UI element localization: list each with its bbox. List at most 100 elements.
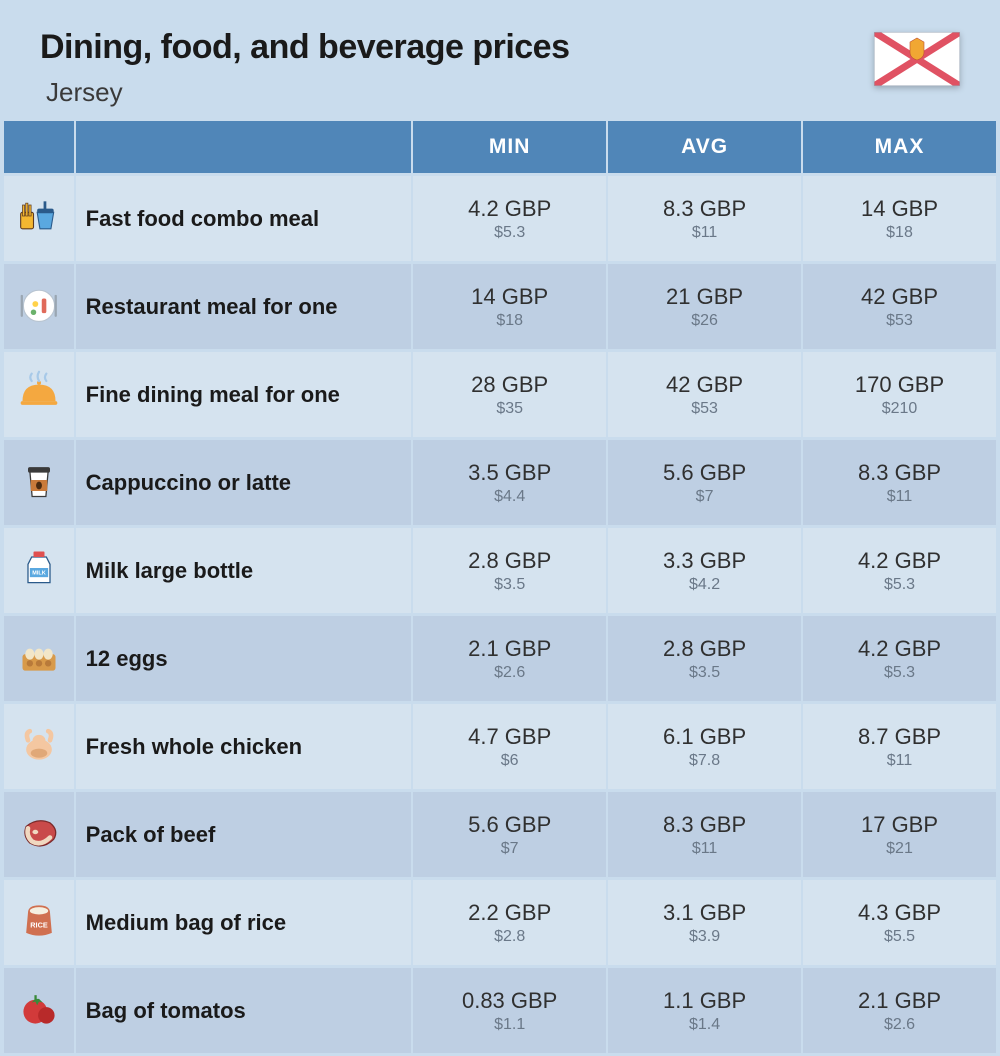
table-row: 12 eggs2.1 GBP$2.62.8 GBP$3.54.2 GBP$5.3 [4,616,996,701]
price-usd: $18 [809,224,990,242]
price-avg: 42 GBP$53 [608,352,801,437]
jersey-flag-icon [874,32,960,86]
tomato-icon [4,968,74,1053]
price-gbp: 14 GBP [419,284,600,310]
price-max: 17 GBP$21 [803,792,996,877]
price-min: 5.6 GBP $7 [413,792,606,877]
item-label: Fine dining meal for one [76,352,412,437]
col-item-head [76,121,412,173]
price-usd: $2.8 [419,928,600,946]
item-label: Fresh whole chicken [76,704,412,789]
price-usd: $3.9 [614,928,795,946]
price-avg: 21 GBP$26 [608,264,801,349]
price-min: 2.2 GBP $2.8 [413,880,606,965]
price-usd: $2.6 [809,1016,990,1034]
price-max: 8.7 GBP $11 [803,704,996,789]
price-min: 4.7 GBP $6 [413,704,606,789]
page-title: Dining, food, and beverage prices [40,28,570,67]
price-usd: $1.1 [419,1016,600,1034]
price-gbp: 42 GBP [809,284,990,310]
price-gbp: 1.1 GBP [614,988,795,1014]
price-usd: $11 [809,488,990,506]
price-usd: $11 [809,752,990,770]
table-row: Bag of tomatos0.83 GBP$1.11.1 GBP$1.42.1… [4,968,996,1053]
coffee-icon [4,440,74,525]
price-avg: 3.3 GBP $4.2 [608,528,801,613]
rice-icon: RICE [4,880,74,965]
price-usd: $3.5 [419,576,600,594]
table-row: Fresh whole chicken 4.7 GBP $6 6.1 GBP $7.8 8… [4,704,996,789]
price-min: 2.8 GBP $3.5 [413,528,606,613]
table-row: Fine dining meal for one28 GBP$3542 GBP$… [4,352,996,437]
price-gbp: 5.6 GBP [419,812,600,838]
price-gbp: 4.2 GBP [809,636,990,662]
price-gbp: 170 GBP [809,372,990,398]
price-usd: $6 [419,752,600,770]
price-usd: $7.8 [614,752,795,770]
col-max-head: MAX [803,121,996,173]
fastfood-icon [4,176,74,261]
table-row: MILK Milk large bottle2.8 GBP$3.53.3 GBP… [4,528,996,613]
price-gbp: 3.1 GBP [614,900,795,926]
table-row: Fast food combo meal4.2 GBP$5.3 8.3 GBP $1… [4,176,996,261]
price-gbp: 0.83 GBP [419,988,600,1014]
item-label: Fast food combo meal [76,176,412,261]
price-avg: 5.6 GBP$7 [608,440,801,525]
price-gbp: 14 GBP [809,196,990,222]
price-usd: $11 [614,840,795,858]
header-text: Dining, food, and beverage prices Jersey [40,28,570,108]
price-avg: 8.3 GBP$11 [608,792,801,877]
price-max: 8.3 GBP$11 [803,440,996,525]
price-avg: 6.1 GBP $7.8 [608,704,801,789]
price-gbp: 3.5 GBP [419,460,600,486]
price-usd: $210 [809,400,990,418]
price-usd: $53 [809,312,990,330]
page-subtitle: Jersey [46,77,570,108]
col-avg-head: AVG [608,121,801,173]
item-label: Restaurant meal for one [76,264,412,349]
price-min: 4.2 GBP$5.3 [413,176,606,261]
price-max: 4.3 GBP$5.5 [803,880,996,965]
price-usd: $53 [614,400,795,418]
item-label: Pack of beef [76,792,412,877]
price-usd: $18 [419,312,600,330]
prices-table: MIN AVG MAX Fast food combo meal4.2 GBP$… [0,118,1000,1056]
price-gbp: 8.7 GBP [809,724,990,750]
price-usd: $5.3 [809,576,990,594]
price-usd: $3.5 [614,664,795,682]
price-gbp: 4.2 GBP [809,548,990,574]
eggs-icon [4,616,74,701]
price-usd: $1.4 [614,1016,795,1034]
price-min: 0.83 GBP $1.1 [413,968,606,1053]
table-body: Fast food combo meal4.2 GBP$5.38.3 GBP$1… [4,176,996,1053]
price-avg: 2.8 GBP$3.5 [608,616,801,701]
price-gbp: 2.2 GBP [419,900,600,926]
price-avg: 1.1 GBP $1.4 [608,968,801,1053]
table-row: RICE Medium bag of rice2.2 GBP$2.83.1 GB… [4,880,996,965]
price-gbp: 3.3 GBP [614,548,795,574]
milk-icon: MILK [4,528,74,613]
price-gbp: 4.7 GBP [419,724,600,750]
price-max: 170 GBP $210 [803,352,996,437]
price-usd: $5.3 [419,224,600,242]
price-avg: 3.1 GBP $3.9 [608,880,801,965]
price-usd: $2.6 [419,664,600,682]
price-usd: $4.2 [614,576,795,594]
table-row: Cappuccino or latte3.5 GBP$4.45.6 GBP$78… [4,440,996,525]
price-max: 14 GBP $18 [803,176,996,261]
price-gbp: 8.3 GBP [614,196,795,222]
plate-icon [4,264,74,349]
price-max: 42 GBP $53 [803,264,996,349]
price-gbp: 5.6 GBP [614,460,795,486]
item-label: Bag of tomatos [76,968,412,1053]
price-gbp: 2.8 GBP [419,548,600,574]
table-header-row: MIN AVG MAX [4,121,996,173]
price-min: 2.1 GBP$2.6 [413,616,606,701]
price-min: 28 GBP$35 [413,352,606,437]
price-usd: $7 [419,840,600,858]
header: Dining, food, and beverage prices Jersey [0,0,1000,118]
col-icon-head [4,121,74,173]
price-usd: $11 [614,224,795,242]
price-usd: $5.3 [809,664,990,682]
price-gbp: 6.1 GBP [614,724,795,750]
